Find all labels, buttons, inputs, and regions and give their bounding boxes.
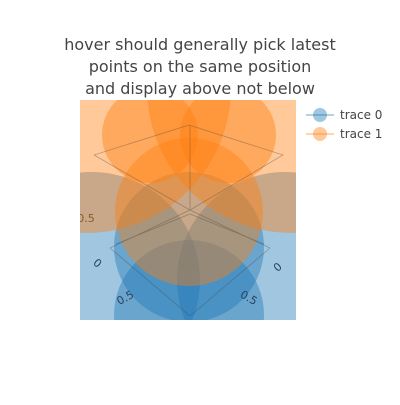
legend-label-0: trace 0 xyxy=(340,108,382,122)
legend-label-1: trace 1 xyxy=(340,127,382,141)
legend-marker-1 xyxy=(313,127,327,141)
tick-label-left-upper: 0.5 xyxy=(77,212,95,225)
legend-item-0[interactable]: trace 0 xyxy=(306,108,382,122)
legend-marker-0 xyxy=(313,108,327,122)
chart-title-line-2: points on the same position xyxy=(89,57,312,76)
legend: trace 0 trace 1 xyxy=(306,108,382,141)
chart-title-group: hover should generally pick latest point… xyxy=(64,35,336,98)
trace-1-marker-5 xyxy=(115,138,263,286)
legend-item-1[interactable]: trace 1 xyxy=(306,127,382,141)
chart-title-line-1: hover should generally pick latest xyxy=(64,35,336,54)
chart-title-line-3: and display above not below xyxy=(85,79,315,98)
